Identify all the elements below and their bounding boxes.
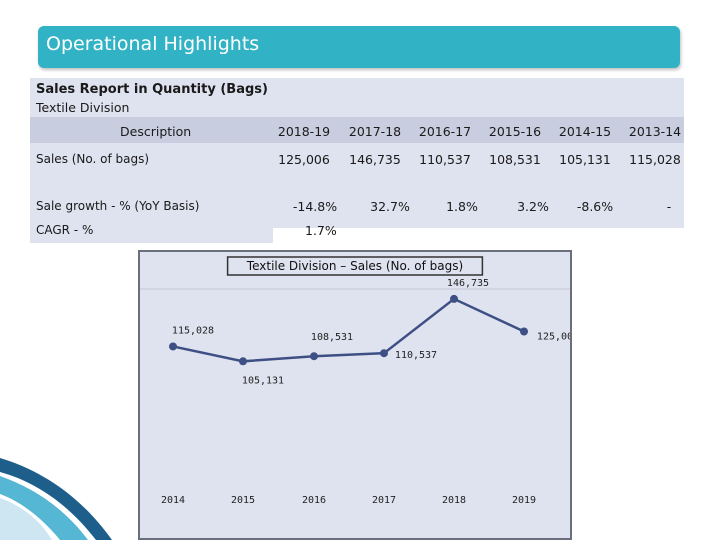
sales-cell: 115,028 — [629, 152, 681, 167]
x-tick-label: 2015 — [231, 495, 255, 506]
data-label: 110,537 — [395, 350, 437, 361]
growth-cell: 1.8% — [446, 199, 478, 214]
sales-line-chart: Textile Division – Sales (No. of bags) 11… — [138, 250, 572, 540]
cagr-value: 1.7% — [305, 223, 337, 238]
x-tick-label: 2016 — [302, 495, 326, 506]
x-tick-label: 2018 — [442, 495, 466, 506]
data-point — [380, 349, 388, 358]
page-title: Operational Highlights — [46, 33, 260, 55]
data-point — [239, 357, 247, 366]
year-header: 2018-19 — [277, 124, 331, 139]
growth-cell: -14.8% — [292, 199, 338, 214]
year-header: 2015-16 — [488, 124, 542, 139]
x-tick-label: 2019 — [512, 495, 536, 506]
chart-svg: Textile Division – Sales (No. of bags) 11… — [140, 256, 570, 506]
sales-cell: 108,531 — [489, 152, 541, 167]
growth-cell: -8.6% — [576, 199, 614, 214]
sales-report-panel: Sales Report in Quantity (Bags) Textile … — [30, 78, 684, 243]
title-bar: Operational Highlights — [38, 26, 680, 68]
year-header: 2016-17 — [418, 124, 472, 139]
table-white-gap — [273, 228, 684, 243]
year-header: 2013-14 — [628, 124, 682, 139]
growth-cell: 32.7% — [370, 199, 410, 214]
decorative-swoosh — [0, 458, 112, 540]
description-header: Description — [120, 124, 192, 139]
data-label: 115,028 — [172, 325, 214, 336]
sales-cell: 105,131 — [559, 152, 611, 167]
data-point — [310, 352, 318, 361]
chart-title-box — [226, 256, 484, 276]
sales-cell: 146,735 — [349, 152, 401, 167]
data-label: 146,735 — [447, 278, 489, 289]
data-label: 108,531 — [311, 332, 353, 343]
sales-cell: 110,537 — [419, 152, 471, 167]
report-subheading: Textile Division — [36, 100, 130, 115]
year-header: 2017-18 — [348, 124, 402, 139]
data-point — [520, 327, 528, 336]
growth-cell: - — [666, 199, 672, 214]
series-line — [172, 297, 525, 363]
x-tick-label: 2014 — [161, 495, 185, 506]
growth-row-label: Sale growth - % (YoY Basis) — [36, 199, 200, 213]
chart-title: Textile Division – Sales (No. of bags) — [246, 259, 463, 273]
cagr-row-label: CAGR - % — [36, 223, 94, 237]
x-tick-label: 2017 — [372, 495, 396, 506]
sales-row-label: Sales (No. of bags) — [36, 152, 150, 166]
growth-cell: 3.2% — [517, 199, 549, 214]
data-label: 125,006 — [537, 331, 570, 342]
data-point — [450, 294, 458, 303]
table-header-band — [30, 117, 684, 143]
data-label: 105,131 — [242, 375, 284, 386]
year-header: 2014-15 — [558, 124, 612, 139]
data-point — [169, 342, 177, 351]
report-heading: Sales Report in Quantity (Bags) — [36, 82, 268, 97]
sales-cell: 125,006 — [278, 152, 330, 167]
